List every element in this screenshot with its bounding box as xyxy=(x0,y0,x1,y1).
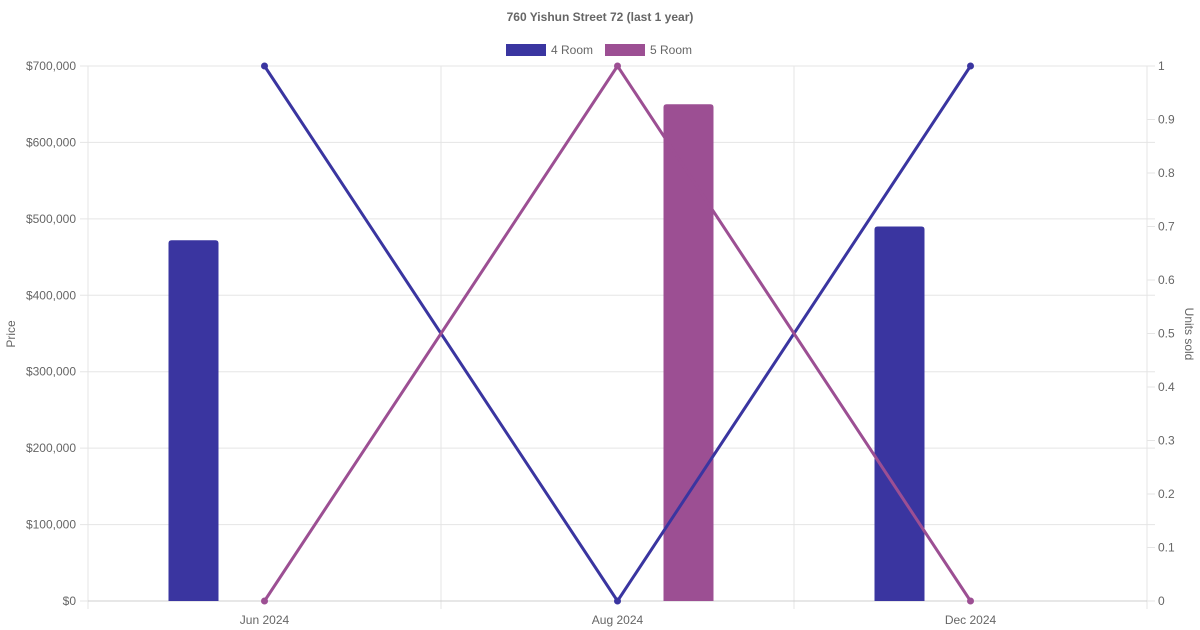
points xyxy=(261,62,974,605)
right-axis-ticks: 0 0.1 0.2 0.3 0.4 0.5 0.6 0.7 0.8 0.9 1 xyxy=(1147,59,1175,608)
line-4-room xyxy=(263,65,972,603)
right-tick-label: 1 xyxy=(1158,59,1165,73)
left-tick-label: $600,000 xyxy=(26,135,76,149)
legend: 4 Room 5 Room xyxy=(506,43,692,57)
line-5-room xyxy=(263,64,972,602)
left-axis-ticks: $0 $100,000 $200,000 $300,000 $400,000 $500,0… xyxy=(26,59,76,608)
right-tick-label: 0.5 xyxy=(1158,327,1175,341)
right-axis-title: Units sold xyxy=(1182,308,1196,361)
left-axis-title: Price xyxy=(4,320,18,348)
point-4-room[interactable] xyxy=(967,62,974,70)
point-5-room[interactable] xyxy=(261,597,268,605)
right-tick-label: 0.2 xyxy=(1158,487,1175,501)
gridlines xyxy=(80,65,1155,609)
left-tick-label: $200,000 xyxy=(26,441,76,455)
right-tick-label: 0.3 xyxy=(1158,434,1175,448)
bar-5-room[interactable] xyxy=(663,104,714,601)
right-tick-label: 0.7 xyxy=(1158,220,1175,234)
legend-swatch-5-room[interactable] xyxy=(605,44,645,56)
left-tick-label: $400,000 xyxy=(26,288,76,302)
left-tick-label: $0 xyxy=(63,594,77,608)
right-tick-label: 0.8 xyxy=(1158,166,1175,180)
bars xyxy=(168,104,925,602)
legend-label-4-room[interactable]: 4 Room xyxy=(551,43,593,57)
chart-title: 760 Yishun Street 72 (last 1 year) xyxy=(507,10,694,24)
point-4-room[interactable] xyxy=(614,597,621,605)
right-tick-label: 0.1 xyxy=(1158,541,1175,555)
right-tick-label: 0.4 xyxy=(1158,380,1175,394)
x-axis-ticks: Jun 2024 Aug 2024 Dec 2024 xyxy=(240,613,997,627)
point-5-room[interactable] xyxy=(967,597,974,605)
left-tick-label: $500,000 xyxy=(26,212,76,226)
x-tick-label: Dec 2024 xyxy=(945,613,997,627)
lines xyxy=(263,64,972,603)
legend-swatch-4-room[interactable] xyxy=(506,44,546,56)
x-tick-label: Jun 2024 xyxy=(240,613,290,627)
left-tick-label: $700,000 xyxy=(26,59,76,73)
bar-4-room[interactable] xyxy=(168,240,219,601)
left-tick-label: $100,000 xyxy=(26,518,76,532)
left-tick-label: $300,000 xyxy=(26,365,76,379)
right-tick-label: 0.9 xyxy=(1158,113,1175,127)
x-tick-label: Aug 2024 xyxy=(592,613,644,627)
point-4-room[interactable] xyxy=(261,62,268,70)
bar-4-room[interactable] xyxy=(874,226,925,602)
right-tick-label: 0.6 xyxy=(1158,273,1175,287)
point-5-room[interactable] xyxy=(614,62,621,70)
right-tick-label: 0 xyxy=(1158,594,1165,608)
legend-label-5-room[interactable]: 5 Room xyxy=(650,43,692,57)
